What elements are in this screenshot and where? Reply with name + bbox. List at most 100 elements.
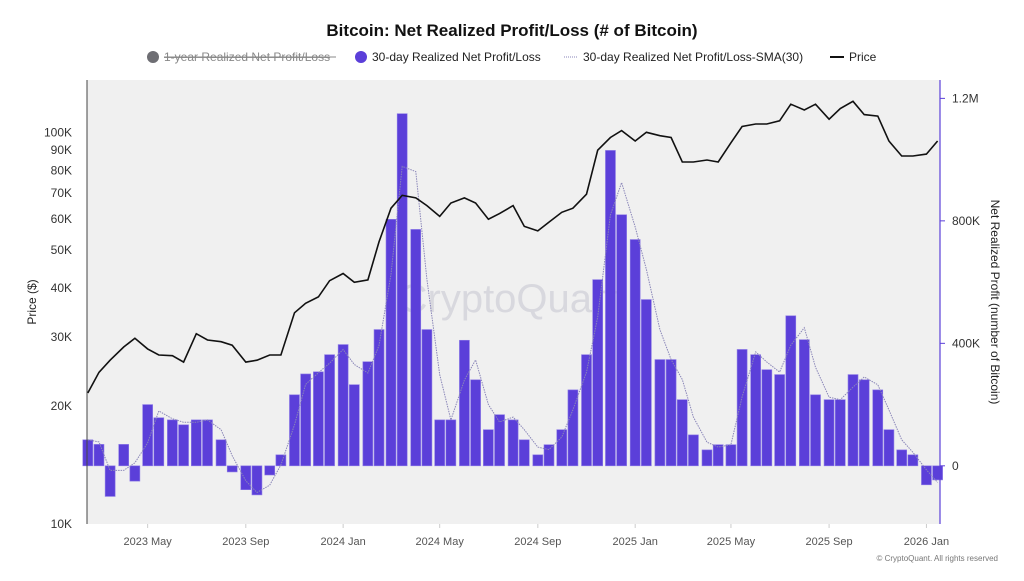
left-tick-label: 100K <box>44 125 72 139</box>
x-tick-label: 2025 May <box>707 536 756 548</box>
legend-marker-1y <box>147 51 159 63</box>
x-tick-label: 2024 Sep <box>514 536 561 548</box>
legend-item-1y[interactable]: 1-year Realized Net Profit/Loss <box>147 50 336 64</box>
left-axis-label: Price ($) <box>25 279 39 324</box>
profit-bar <box>324 354 335 467</box>
right-axis-ticks: 0 400K 800K 1.2M <box>940 91 980 473</box>
profit-bar <box>178 424 189 467</box>
profit-bar <box>872 389 884 467</box>
profit-bar <box>665 359 677 467</box>
profit-bar <box>289 394 300 467</box>
x-tick-label: 2023 Sep <box>222 536 269 548</box>
legend-marker-30d <box>355 51 367 63</box>
x-tick-label: 2024 May <box>416 536 465 548</box>
right-tick-label: 800K <box>952 214 980 228</box>
left-tick-label: 20K <box>51 399 72 413</box>
left-tick-label: 10K <box>51 517 72 531</box>
profit-bar <box>932 465 943 481</box>
profit-bar <box>104 465 116 497</box>
profit-bar <box>858 379 870 467</box>
profit-bar <box>725 444 737 467</box>
profit-bar <box>494 414 505 467</box>
profit-bar <box>581 354 592 467</box>
x-tick-label: 2026 Jan <box>904 536 949 548</box>
profit-bar <box>129 465 141 482</box>
profit-bar <box>300 373 311 467</box>
profit-bar <box>191 419 202 467</box>
legend-item-price[interactable]: Price <box>830 50 877 64</box>
profit-bar <box>396 113 408 467</box>
profit-bar <box>385 219 397 467</box>
legend: 1-year Realized Net Profit/Loss 30-day R… <box>147 50 877 64</box>
profit-bar <box>567 389 579 467</box>
profit-bar <box>736 349 748 467</box>
profit-bar <box>82 439 94 467</box>
profit-bar <box>518 439 530 467</box>
profit-bar <box>921 465 932 486</box>
profit-bar <box>240 465 252 491</box>
profit-bar <box>799 339 810 467</box>
profit-bars <box>82 113 943 497</box>
x-axis-ticks: 2023 May 2023 Sep 2024 Jan 2024 May 2024 Sep… <box>123 524 949 548</box>
profit-bar <box>750 354 761 467</box>
profit-bar <box>470 379 481 467</box>
profit-bar <box>275 454 287 467</box>
profit-bar <box>701 449 713 467</box>
profit-bar <box>264 465 276 476</box>
profit-bar <box>592 279 603 467</box>
profit-bar <box>774 374 785 467</box>
legend-label-sma: 30-day Realized Net Profit/Loss-SMA(30) <box>583 50 803 64</box>
profit-bar <box>847 374 859 467</box>
profit-bar <box>688 434 699 467</box>
price-line <box>87 100 939 394</box>
profit-bar <box>362 361 374 467</box>
legend-item-sma[interactable]: 30-day Realized Net Profit/Loss-SMA(30) <box>564 50 803 64</box>
profit-bar <box>410 229 422 467</box>
profit-bar <box>676 399 688 467</box>
profit-bar <box>226 465 238 473</box>
x-tick-label: 2025 Jan <box>613 536 658 548</box>
profit-bar <box>313 371 324 467</box>
profit-bar <box>605 150 616 467</box>
left-tick-label: 60K <box>51 212 72 226</box>
right-tick-label: 0 <box>952 459 959 473</box>
left-tick-label: 30K <box>51 330 72 344</box>
x-tick-label: 2023 May <box>123 536 172 548</box>
profit-bar <box>202 419 213 467</box>
profit-bar <box>251 465 263 496</box>
watermark: CryptoQuant <box>399 277 626 321</box>
profit-bar <box>616 214 627 467</box>
profit-bar <box>507 419 519 467</box>
profit-bar <box>118 444 130 467</box>
chart-title: Bitcoin: Net Realized Profit/Loss (# of … <box>326 21 697 40</box>
profit-bar <box>167 419 178 467</box>
legend-label-30d: 30-day Realized Net Profit/Loss <box>372 50 541 64</box>
profit-bar <box>421 329 433 467</box>
profit-bar <box>215 439 227 467</box>
legend-item-30d[interactable]: 30-day Realized Net Profit/Loss <box>355 50 541 64</box>
profit-bar <box>373 329 385 467</box>
profit-bar <box>532 454 544 467</box>
profit-bar <box>834 399 846 467</box>
profit-bar <box>761 369 773 467</box>
right-tick-label: 1.2M <box>952 91 979 105</box>
x-tick-label: 2025 Sep <box>806 536 853 548</box>
profit-bar <box>445 419 457 467</box>
profit-bar <box>543 444 555 467</box>
profit-bar <box>459 339 470 467</box>
profit-bar <box>883 429 895 467</box>
profit-bar <box>483 429 494 467</box>
profit-bar <box>810 394 821 467</box>
profit-bar <box>337 344 349 467</box>
right-tick-label: 400K <box>952 336 980 350</box>
right-axis-label: Net Realized Profit (number of Bitcoin) <box>988 200 1002 405</box>
x-tick-label: 2024 Jan <box>321 536 366 548</box>
profit-bar <box>712 444 724 467</box>
profit-bar <box>654 359 666 467</box>
left-tick-label: 40K <box>51 281 72 295</box>
copyright: © CryptoQuant. All rights reserved <box>877 554 999 563</box>
sma-line <box>87 165 938 494</box>
legend-label-price: Price <box>849 50 877 64</box>
profit-bar <box>823 399 835 467</box>
left-tick-label: 50K <box>51 243 72 257</box>
